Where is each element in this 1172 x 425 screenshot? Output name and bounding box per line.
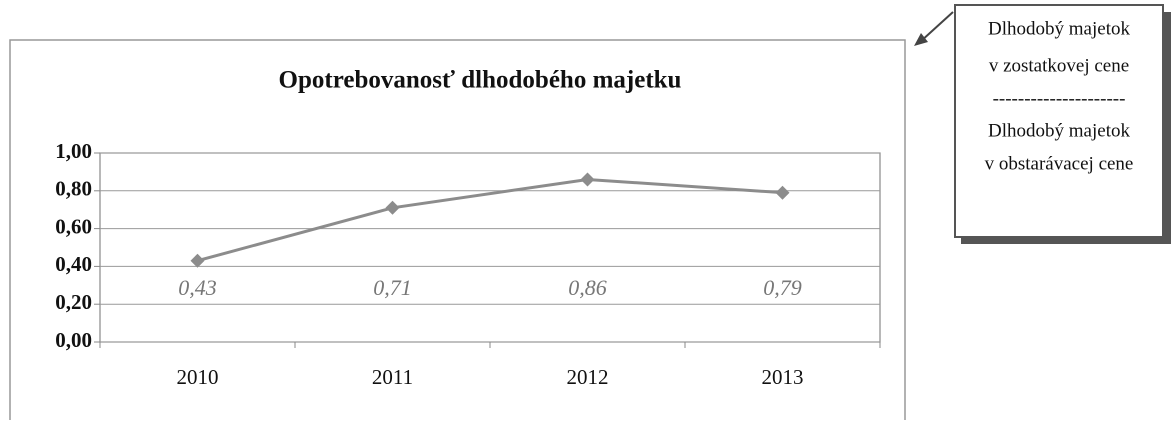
callout-line: --------------------- bbox=[993, 88, 1126, 109]
chart-frame bbox=[9, 39, 906, 420]
x-tick-label: 2010 bbox=[177, 365, 219, 389]
data-label: 0,79 bbox=[763, 275, 802, 300]
marker bbox=[775, 185, 790, 200]
y-tick-label: 0,60 bbox=[55, 214, 92, 238]
data-label: 0,86 bbox=[568, 275, 607, 300]
marker bbox=[385, 200, 400, 215]
callout-line: Dlhodobý majetok bbox=[988, 18, 1130, 39]
y-tick-label: 1,00 bbox=[55, 139, 92, 163]
x-tick-label: 2013 bbox=[762, 365, 804, 389]
data-label: 0,43 bbox=[178, 275, 217, 300]
data-label: 0,71 bbox=[373, 275, 412, 300]
callout-line: v zostatkovej cene bbox=[989, 55, 1129, 76]
y-tick-label: 0,80 bbox=[55, 177, 92, 201]
callout-line: Dlhodobý majetok bbox=[988, 120, 1130, 141]
marker bbox=[580, 172, 595, 187]
callout-arrow bbox=[919, 11, 954, 43]
y-tick-label: 0,40 bbox=[55, 252, 92, 276]
callout-arrowhead bbox=[914, 33, 928, 46]
callout-text: Dlhodobý majetok v zostatkovej cene ------… bbox=[985, 18, 1134, 174]
chart-title: Opotrebovanosť dlhodobého majetku bbox=[279, 67, 682, 94]
y-tick-label: 0,20 bbox=[55, 290, 92, 314]
x-tick-label: 2011 bbox=[372, 365, 413, 389]
x-tick-label: 2012 bbox=[567, 365, 609, 389]
callout-box bbox=[954, 4, 1164, 238]
line bbox=[197, 177, 783, 263]
callout-line: v obstarávacej cene bbox=[985, 153, 1134, 174]
marker bbox=[190, 253, 205, 268]
y-tick-label: 0,00 bbox=[55, 328, 92, 352]
